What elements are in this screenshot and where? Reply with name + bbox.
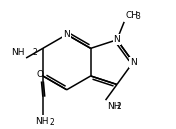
Text: NH: NH	[35, 117, 48, 126]
Text: N: N	[114, 35, 120, 44]
Text: N: N	[63, 30, 70, 39]
Text: NH: NH	[107, 102, 120, 111]
Text: 2: 2	[50, 118, 55, 127]
Text: CH: CH	[125, 11, 139, 21]
Text: 2: 2	[32, 49, 37, 57]
Text: NH: NH	[11, 48, 25, 57]
Text: N: N	[130, 58, 137, 67]
Text: 3: 3	[135, 12, 140, 21]
Text: 2: 2	[116, 102, 121, 111]
Text: O: O	[37, 70, 44, 79]
